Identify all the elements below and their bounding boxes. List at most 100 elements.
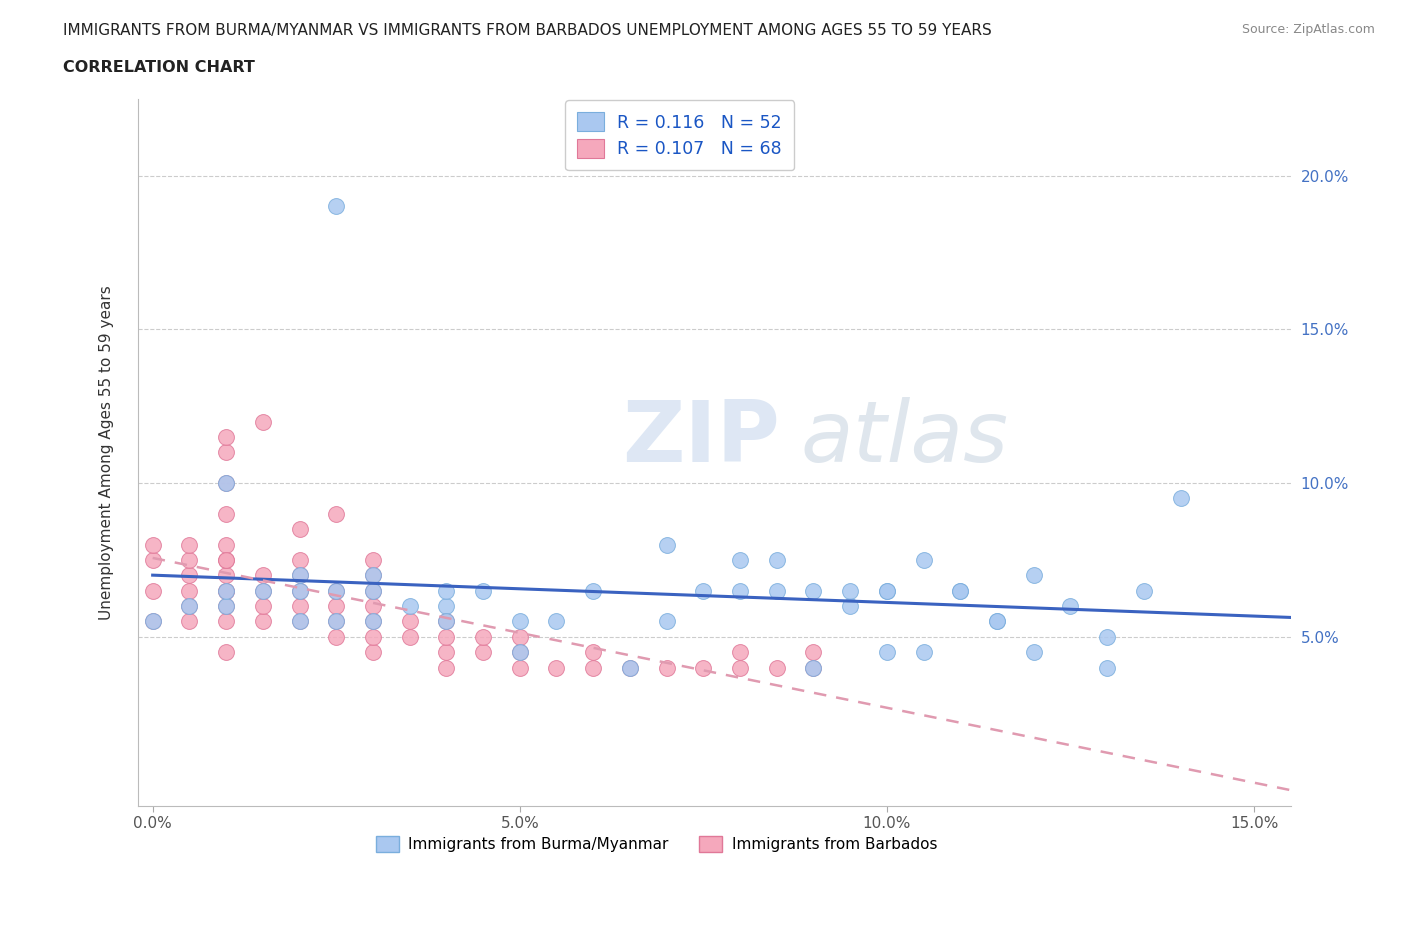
Point xyxy=(215,583,238,598)
Point xyxy=(398,599,420,614)
Point xyxy=(179,599,201,614)
Point xyxy=(215,552,238,567)
Point xyxy=(655,660,678,675)
Point xyxy=(619,660,641,675)
Point xyxy=(215,568,238,583)
Point xyxy=(949,583,972,598)
Point xyxy=(1022,644,1045,659)
Point xyxy=(325,614,347,629)
Point xyxy=(509,660,531,675)
Point xyxy=(1095,630,1118,644)
Point xyxy=(215,430,238,445)
Point xyxy=(803,660,825,675)
Point xyxy=(215,583,238,598)
Point xyxy=(765,552,787,567)
Point xyxy=(288,568,311,583)
Point xyxy=(288,583,311,598)
Point xyxy=(728,660,751,675)
Point xyxy=(655,614,678,629)
Point xyxy=(179,538,201,552)
Point xyxy=(434,644,457,659)
Point xyxy=(215,475,238,490)
Point xyxy=(142,583,165,598)
Point xyxy=(765,660,787,675)
Point xyxy=(434,660,457,675)
Point xyxy=(839,599,862,614)
Point xyxy=(582,660,605,675)
Text: atlas: atlas xyxy=(801,397,1008,480)
Point xyxy=(288,583,311,598)
Point xyxy=(179,552,201,567)
Y-axis label: Unemployment Among Ages 55 to 59 years: Unemployment Among Ages 55 to 59 years xyxy=(100,285,114,619)
Point xyxy=(179,614,201,629)
Point xyxy=(252,583,274,598)
Point xyxy=(434,614,457,629)
Point xyxy=(509,630,531,644)
Point xyxy=(215,599,238,614)
Point xyxy=(288,552,311,567)
Text: CORRELATION CHART: CORRELATION CHART xyxy=(63,60,254,75)
Point xyxy=(1059,599,1081,614)
Point xyxy=(655,538,678,552)
Point xyxy=(215,507,238,522)
Point xyxy=(582,583,605,598)
Point xyxy=(398,630,420,644)
Point xyxy=(986,614,1008,629)
Point xyxy=(361,583,384,598)
Point xyxy=(179,583,201,598)
Point xyxy=(509,614,531,629)
Text: ZIP: ZIP xyxy=(621,397,780,480)
Point xyxy=(215,599,238,614)
Point xyxy=(252,568,274,583)
Point xyxy=(215,552,238,567)
Point xyxy=(325,583,347,598)
Point xyxy=(142,552,165,567)
Point xyxy=(325,599,347,614)
Point xyxy=(912,552,935,567)
Point xyxy=(509,644,531,659)
Point xyxy=(876,583,898,598)
Point xyxy=(288,522,311,537)
Point xyxy=(288,614,311,629)
Point xyxy=(361,552,384,567)
Point xyxy=(361,614,384,629)
Point xyxy=(509,644,531,659)
Point xyxy=(434,614,457,629)
Point xyxy=(765,583,787,598)
Point xyxy=(1133,583,1156,598)
Point xyxy=(1095,660,1118,675)
Point xyxy=(252,583,274,598)
Point xyxy=(215,445,238,459)
Point xyxy=(728,583,751,598)
Point xyxy=(215,583,238,598)
Point xyxy=(325,507,347,522)
Point xyxy=(215,644,238,659)
Point xyxy=(215,614,238,629)
Point xyxy=(876,644,898,659)
Point xyxy=(252,414,274,429)
Point xyxy=(142,614,165,629)
Point xyxy=(361,644,384,659)
Point xyxy=(288,568,311,583)
Point xyxy=(361,568,384,583)
Point xyxy=(839,583,862,598)
Point xyxy=(215,475,238,490)
Point xyxy=(325,199,347,214)
Point xyxy=(361,568,384,583)
Point xyxy=(803,583,825,598)
Text: IMMIGRANTS FROM BURMA/MYANMAR VS IMMIGRANTS FROM BARBADOS UNEMPLOYMENT AMONG AGE: IMMIGRANTS FROM BURMA/MYANMAR VS IMMIGRA… xyxy=(63,23,993,38)
Point xyxy=(692,583,714,598)
Point xyxy=(142,538,165,552)
Point xyxy=(325,614,347,629)
Point xyxy=(361,583,384,598)
Point xyxy=(215,538,238,552)
Point xyxy=(546,614,568,629)
Point xyxy=(912,644,935,659)
Point xyxy=(179,599,201,614)
Point xyxy=(325,630,347,644)
Point xyxy=(434,583,457,598)
Point xyxy=(361,614,384,629)
Point xyxy=(986,614,1008,629)
Point xyxy=(803,660,825,675)
Point xyxy=(325,583,347,598)
